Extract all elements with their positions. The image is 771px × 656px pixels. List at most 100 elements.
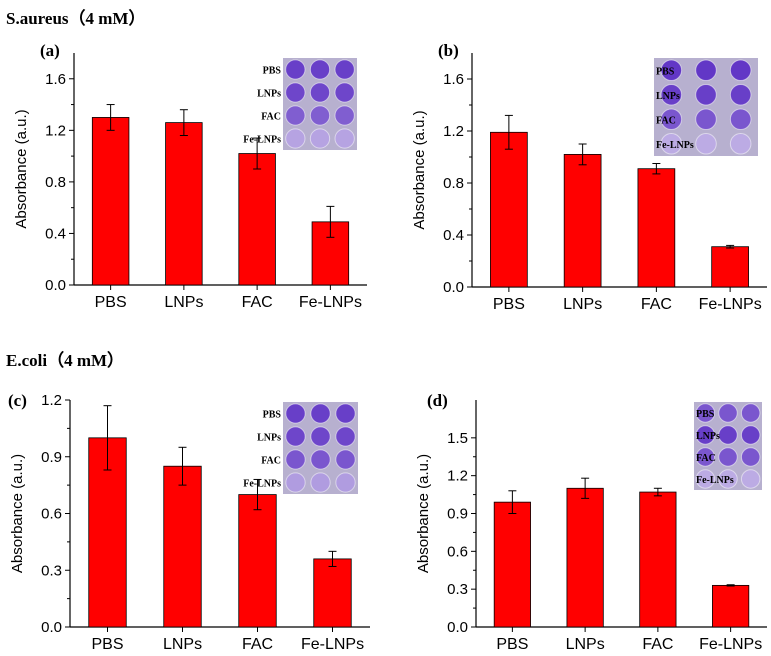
chart-panel-d: 0.0 0.3 0.6 0.9 1.2 1.5 Absorbance (a.u.) PBS LN…: [415, 400, 767, 653]
inset-row-label: LNPs: [257, 433, 281, 444]
y-tick-label: 0.0: [41, 619, 62, 636]
y-tick-label: 0.9: [447, 506, 468, 523]
well: [729, 108, 752, 131]
section-title-saureus: S.aureus（4 mM）: [6, 9, 146, 28]
well: [695, 425, 716, 445]
well: [334, 82, 355, 103]
x-tick-label: LNPs: [164, 294, 203, 311]
x-tick-label: PBS: [493, 296, 525, 313]
panel-label-c: (c): [8, 391, 27, 410]
y-tick-label: 0.8: [443, 175, 464, 192]
x-tick-label: LNPs: [563, 296, 602, 313]
bar: [637, 168, 676, 288]
bar: [563, 153, 602, 288]
chart-panel-c: 0.0 0.3 0.6 0.9 1.2 Absorbance (a.u.) PBS LNPs F…: [9, 392, 370, 653]
x-tick-label: Fe-LNPs: [699, 636, 762, 653]
well: [695, 403, 716, 423]
y-tick-label: 0.0: [443, 279, 464, 296]
well: [718, 425, 738, 445]
x-tick-label: FAC: [242, 294, 273, 311]
inset-row-label: FAC: [261, 456, 281, 467]
y-tick-label: 1.6: [443, 71, 464, 88]
x-tick-label: Fe-LNPs: [299, 294, 362, 311]
bar: [566, 487, 604, 628]
y-tick-label: 0.0: [45, 277, 66, 294]
well: [740, 425, 761, 445]
well: [695, 108, 717, 131]
y-tick-label: 0.9: [41, 449, 62, 466]
y-tick-label: 1.2: [41, 392, 62, 409]
well: [718, 447, 738, 467]
bar: [238, 494, 277, 628]
panel-label-b: (b): [438, 41, 459, 60]
bar: [163, 465, 202, 628]
well: [334, 105, 355, 126]
well: [309, 128, 331, 149]
bar: [165, 122, 203, 286]
bar: [313, 558, 352, 628]
inset-row-label: PBS: [656, 66, 675, 77]
chart-panel-b: 0.0 0.4 0.8 1.2 1.6 Absorbance (a.u.) PBS LNPs F…: [411, 53, 767, 313]
x-tick-label: FAC: [641, 296, 672, 313]
x-tick-label: LNPs: [163, 636, 202, 653]
well: [740, 469, 761, 489]
inset-row-label: Fe-LNPs: [696, 475, 734, 486]
well: [729, 83, 752, 106]
bar: [493, 501, 531, 628]
y-tick-label: 1.2: [45, 122, 66, 139]
y-tick-label: 0.4: [443, 227, 464, 244]
y-axis-label: Absorbance (a.u.): [13, 109, 30, 228]
well: [285, 472, 306, 493]
y-tick-label: 0.6: [41, 506, 62, 523]
y-axis-label: Absorbance (a.u.): [9, 454, 26, 573]
x-tick-label: PBS: [95, 294, 127, 311]
y-axis-label: Absorbance (a.u.): [415, 454, 432, 573]
x-tick-label: FAC: [642, 636, 673, 653]
x-tick-label: PBS: [91, 636, 123, 653]
inset-row-label: PBS: [263, 410, 282, 421]
y-tick-label: 1.2: [447, 468, 468, 485]
well: [310, 449, 331, 470]
well: [729, 59, 752, 82]
chart-panel-a: 0.0 0.4 0.8 1.2 1.6 Absorbance (a.u.) PBS LNPs F…: [13, 53, 367, 311]
well: [285, 403, 306, 424]
well: [310, 426, 331, 447]
panel-label-d: (d): [427, 391, 448, 410]
bar: [712, 584, 750, 628]
well: [660, 59, 683, 82]
section-title-ecoli: E.coli（4 mM）: [6, 351, 125, 370]
x-tick-label: Fe-LNPs: [301, 636, 364, 653]
x-tick-label: FAC: [242, 636, 273, 653]
inset-row-label: Fe-LNPs: [243, 135, 281, 146]
well: [695, 447, 716, 467]
bar: [490, 131, 528, 288]
y-tick-label: 1.2: [443, 123, 464, 140]
bar: [91, 117, 130, 286]
inset-row-label: LNPs: [656, 91, 680, 102]
x-tick-label: LNPs: [566, 636, 605, 653]
well: [660, 132, 683, 155]
well: [335, 403, 356, 424]
panel-label-a: (a): [40, 41, 60, 60]
inset-row-label: LNPs: [257, 89, 281, 100]
well: [285, 426, 306, 447]
well: [309, 105, 331, 126]
inset-row-label: LNPs: [696, 431, 720, 442]
well: [309, 59, 331, 80]
inset-row-label: PBS: [696, 409, 715, 420]
y-tick-label: 0.0: [447, 619, 468, 636]
well: [695, 469, 716, 489]
well: [660, 83, 683, 106]
inset-row-label: PBS: [263, 66, 282, 77]
well: [285, 128, 306, 149]
y-axis-label: Absorbance (a.u.): [411, 110, 428, 229]
bar: [238, 153, 276, 286]
well: [309, 82, 331, 103]
well: [729, 132, 752, 155]
well: [740, 447, 761, 467]
y-tick-label: 0.4: [45, 225, 66, 242]
well: [285, 449, 306, 470]
inset-row-label: FAC: [656, 115, 676, 126]
y-tick-label: 0.6: [447, 543, 468, 560]
